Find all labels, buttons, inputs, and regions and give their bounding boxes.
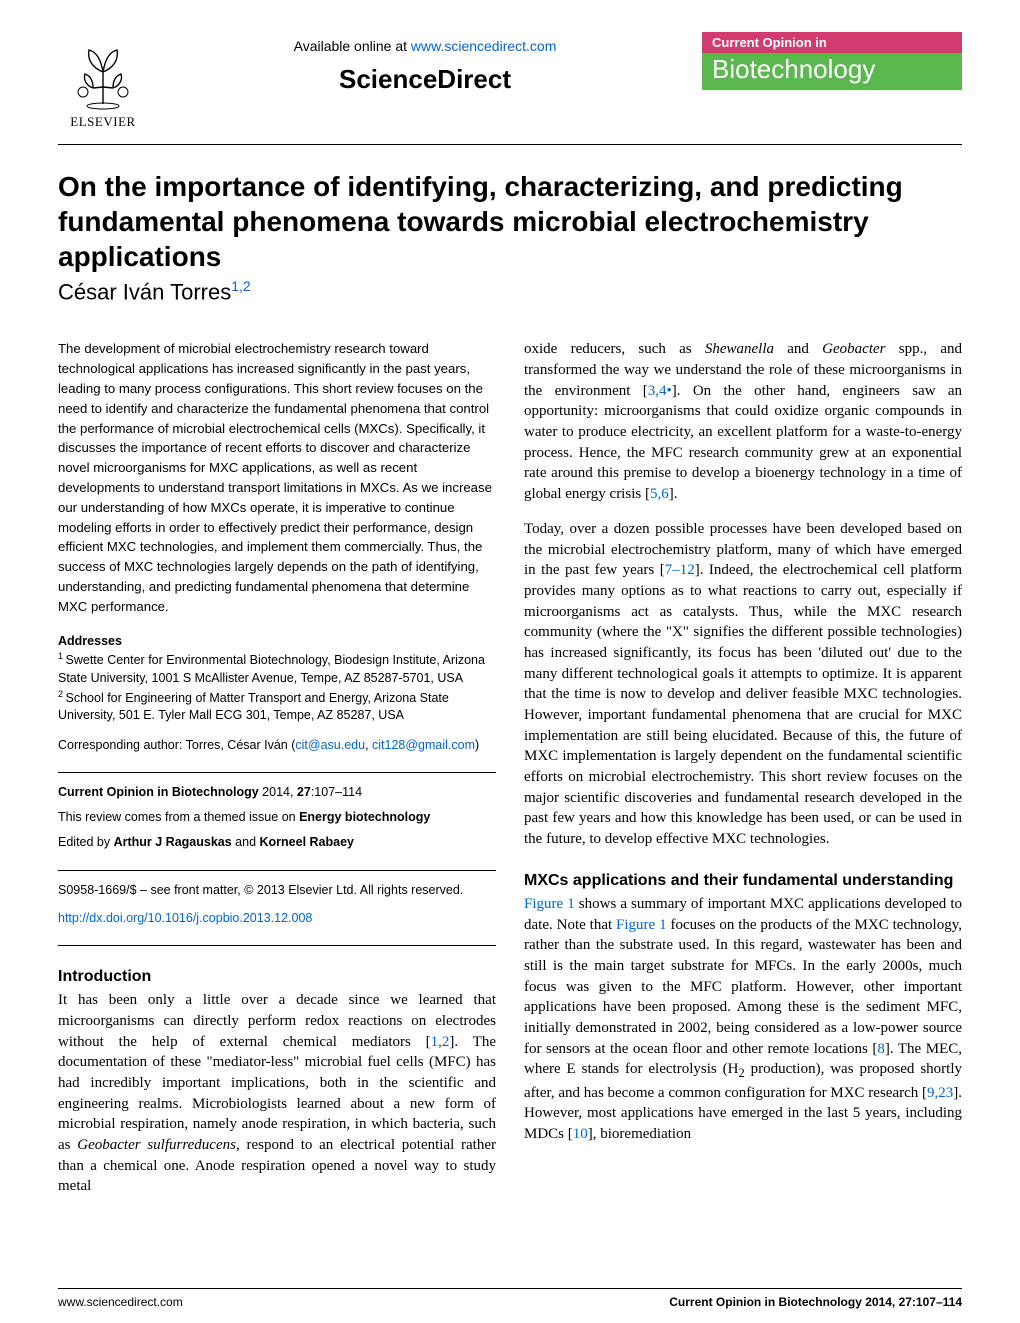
- corresponding-close: ): [475, 738, 479, 752]
- badge-top-text: Current Opinion in: [702, 32, 962, 53]
- themed-prefix: This review comes from a themed issue on: [58, 810, 299, 824]
- address-1: 1 Swette Center for Environmental Biotec…: [58, 650, 496, 687]
- introduction-heading: Introduction: [58, 968, 496, 986]
- doi-link[interactable]: http://dx.doi.org/10.1016/j.copbio.2013.…: [58, 911, 312, 925]
- two-column-body: The development of microbial electrochem…: [58, 339, 962, 1211]
- corresponding-label: Corresponding author: Torres, César Iván…: [58, 738, 295, 752]
- footer-left: www.sciencedirect.com: [58, 1295, 183, 1309]
- editor-2: Korneel Rabaey: [260, 835, 354, 849]
- ref-link-10[interactable]: 10: [573, 1126, 588, 1142]
- elsevier-tree-icon: [63, 32, 143, 112]
- doi-link-wrapper: http://dx.doi.org/10.1016/j.copbio.2013.…: [58, 909, 496, 927]
- badge-bottom-text: Biotechnology: [702, 53, 962, 90]
- elsevier-label: ELSEVIER: [70, 114, 135, 130]
- species-geobacter-sulfurreducens: Geobacter sulfurreducens: [77, 1137, 236, 1153]
- edited-by-prefix: Edited by: [58, 835, 114, 849]
- intro-paragraph-1: It has been only a little over a decade …: [58, 990, 496, 1197]
- address-2-text: School for Engineering of Matter Transpo…: [58, 691, 449, 723]
- sciencedirect-logo-text: ScienceDirect: [148, 64, 702, 95]
- species-geobacter: Geobacter: [822, 341, 885, 357]
- themed-issue: Energy biotechnology: [299, 810, 430, 824]
- citation-range: :107–114: [311, 785, 362, 799]
- editor-1: Arthur J Ragauskas: [114, 835, 232, 849]
- r3-g: ], bioremediation: [588, 1126, 691, 1142]
- title-block: On the importance of identifying, charac…: [58, 169, 962, 305]
- header-center: Available online at www.sciencedirect.co…: [148, 32, 702, 95]
- section-2-heading: MXCs applications and their fundamental …: [524, 872, 962, 890]
- page-header: ELSEVIER Available online at www.science…: [58, 32, 962, 145]
- abstract-text: The development of microbial electrochem…: [58, 339, 496, 616]
- intro-text-b: ]. The documentation of these "mediator-…: [58, 1034, 496, 1153]
- figure-1-link[interactable]: Figure 1: [524, 896, 575, 912]
- left-column: The development of microbial electrochem…: [58, 339, 496, 1211]
- address-1-text: Swette Center for Environmental Biotechn…: [58, 654, 485, 686]
- page-footer: www.sciencedirect.com Current Opinion in…: [58, 1288, 962, 1309]
- available-prefix: Available online at: [294, 38, 411, 54]
- addresses-heading: Addresses: [58, 634, 496, 648]
- divider-1: [58, 772, 496, 773]
- available-online-text: Available online at www.sciencedirect.co…: [148, 38, 702, 54]
- email-link-2[interactable]: cit128@gmail.com: [372, 738, 475, 752]
- footer-right-text: Current Opinion in Biotechnology 2014, 2…: [669, 1295, 962, 1309]
- citation-line: Current Opinion in Biotechnology 2014, 2…: [58, 783, 496, 802]
- front-matter: S0958-1669/$ – see front matter, © 2013 …: [58, 881, 496, 900]
- ref-link-3-4[interactable]: 3,4•: [648, 383, 672, 399]
- r1-a: oxide reducers, such as: [524, 341, 705, 357]
- sciencedirect-url[interactable]: www.sciencedirect.com: [411, 38, 557, 54]
- r1-d: ].: [669, 486, 678, 502]
- citation-journal: Current Opinion in Biotechnology: [58, 785, 259, 799]
- citation-vol: 27: [297, 785, 311, 799]
- author-line: César Iván Torres1,2: [58, 278, 962, 305]
- address-2: 2 School for Engineering of Matter Trans…: [58, 688, 496, 725]
- divider-2: [58, 870, 496, 871]
- right-paragraph-1: oxide reducers, such as Shewanella and G…: [524, 339, 962, 505]
- author-affil-sup: 1,2: [231, 278, 250, 294]
- r2-b: ]. Indeed, the electrochemical cell plat…: [524, 562, 962, 847]
- r1-and: and: [774, 341, 822, 357]
- elsevier-logo-block: ELSEVIER: [58, 32, 148, 130]
- themed-issue-line: This review comes from a themed issue on…: [58, 808, 496, 827]
- editor-and: and: [232, 835, 260, 849]
- ref-link-1-2[interactable]: 1,2: [431, 1034, 450, 1050]
- ref-link-8[interactable]: 8: [877, 1041, 885, 1057]
- journal-badge: Current Opinion in Biotechnology: [702, 32, 962, 86]
- r1-c: ]. On the other hand, engineers saw an o…: [524, 383, 962, 502]
- species-shewanella: Shewanella: [705, 341, 774, 357]
- right-paragraph-2: Today, over a dozen possible processes h…: [524, 519, 962, 850]
- editors-line: Edited by Arthur J Ragauskas and Korneel…: [58, 833, 496, 852]
- citation-year: 2014,: [259, 785, 297, 799]
- email-link-1[interactable]: cit@asu.edu: [295, 738, 365, 752]
- footer-right: Current Opinion in Biotechnology 2014, 2…: [669, 1295, 962, 1309]
- r3-c: focuses on the products of the MXC techn…: [524, 917, 962, 1057]
- author-name: César Iván Torres: [58, 279, 231, 304]
- figure-1-link-b[interactable]: Figure 1: [616, 917, 667, 933]
- divider-3: [58, 945, 496, 946]
- right-paragraph-3: Figure 1 shows a summary of important MX…: [524, 894, 962, 1145]
- article-title: On the importance of identifying, charac…: [58, 169, 962, 274]
- right-column: oxide reducers, such as Shewanella and G…: [524, 339, 962, 1211]
- ref-link-9-23[interactable]: 9,23: [927, 1085, 953, 1101]
- corresponding-author: Corresponding author: Torres, César Iván…: [58, 737, 496, 755]
- ref-link-7-12[interactable]: 7–12: [665, 562, 695, 578]
- ref-link-5-6[interactable]: 5,6: [650, 486, 669, 502]
